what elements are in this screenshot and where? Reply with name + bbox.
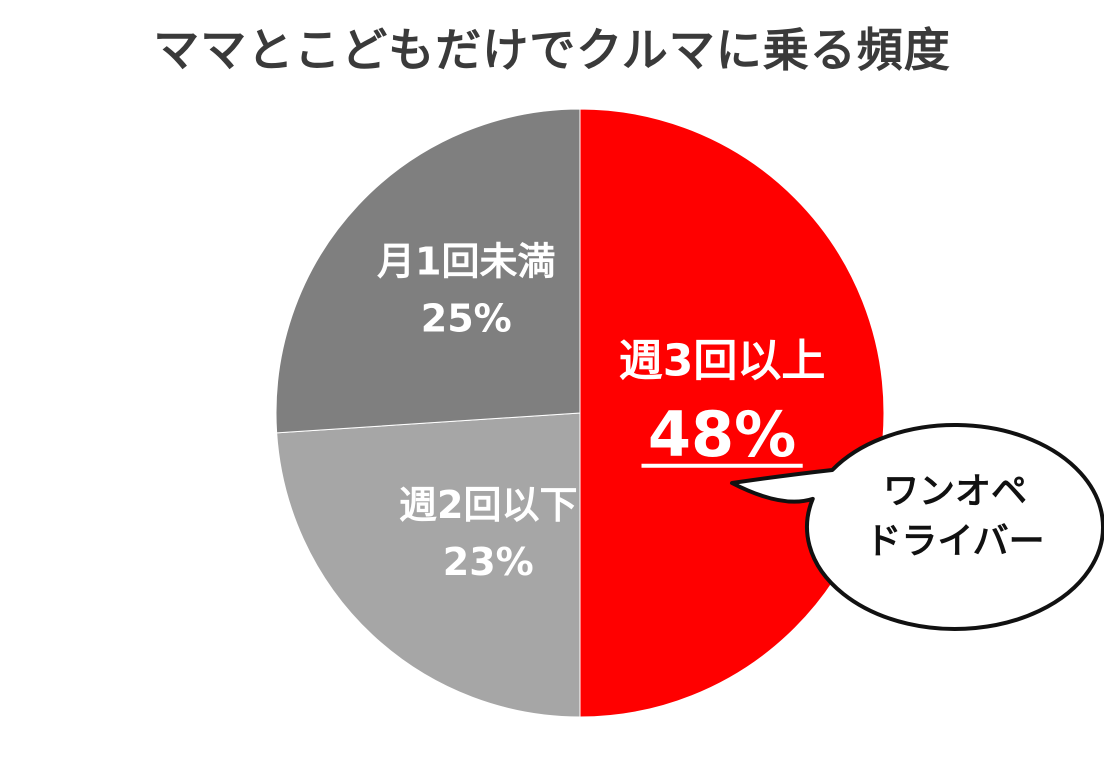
slice-value-label: 23% (443, 540, 534, 584)
slice-value-label: 48% (648, 398, 796, 471)
pie-labels: 週3回以上 48% 週2回以下 23% 月1回未満 25% (377, 239, 825, 584)
speech-bubble-shape (730, 423, 1104, 631)
slice-label: 月1回未満 (377, 239, 555, 283)
pie-slices (275, 108, 885, 718)
bubble-text-line-2: ドライバー (865, 521, 1044, 562)
chart-title: ママとこどもだけでクルマに乗る頻度 (153, 23, 951, 77)
pie-slice (579, 108, 885, 718)
pie-slice (275, 108, 581, 434)
pie-slice (276, 412, 581, 718)
slice-label: 週2回以下 (399, 483, 577, 527)
bubble-text-line-1: ワンオペ (883, 471, 1027, 512)
slice-value-label: 25% (421, 296, 512, 340)
speech-bubble: ワンオペ ドライバー (730, 423, 1104, 631)
slice-label: 週3回以上 (619, 335, 826, 386)
